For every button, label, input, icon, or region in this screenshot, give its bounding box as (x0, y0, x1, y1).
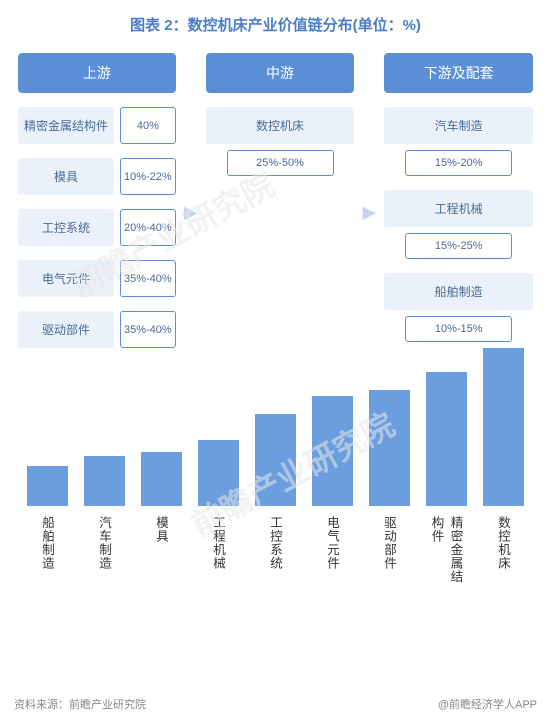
upstream-item: 电气元件 35%-40% (18, 260, 176, 297)
footer: 资料来源：前瞻产业研究院 @前瞻经济学人APP (14, 696, 537, 712)
bar (141, 452, 182, 506)
bar (426, 372, 467, 506)
downstream-item: 汽车制造 15%-20% (384, 107, 533, 176)
bar-label: 精密金属结构件 (428, 516, 466, 594)
bar-wrap: 模具 (136, 452, 187, 594)
bar (84, 456, 125, 506)
bar (369, 390, 410, 506)
midstream-header: 中游 (206, 53, 355, 93)
bar-wrap: 精密金属结构件 (421, 372, 472, 594)
bar-label: 模具 (152, 516, 171, 594)
downstream-item: 工程机械 15%-25% (384, 190, 533, 259)
item-percent: 40% (120, 107, 176, 144)
bar-wrap: 船舶制造 (22, 466, 73, 594)
bar (27, 466, 68, 506)
item-label: 精密金属结构件 (18, 107, 114, 144)
bar-label: 电气元件 (323, 516, 342, 594)
item-percent: 35%-40% (120, 260, 176, 297)
upstream-header: 上游 (18, 53, 176, 93)
item-percent: 15%-25% (405, 233, 512, 259)
bar-wrap: 汽车制造 (79, 456, 130, 594)
item-label: 工控系统 (18, 209, 114, 246)
bar-label: 工控系统 (266, 516, 285, 594)
chart-title: 图表 2：数控机床产业价值链分布(单位：%) (0, 0, 551, 53)
item-label: 模具 (18, 158, 114, 195)
item-percent: 25%-50% (227, 150, 334, 176)
arrow-icon: ▶ (362, 202, 376, 223)
app-label: @前瞻经济学人APP (438, 696, 537, 712)
item-percent: 35%-40% (120, 311, 176, 348)
upstream-column: 上游 精密金属结构件 40% 模具 10%-22% 工控系统 20%-40% 电… (18, 53, 176, 362)
item-percent: 10%-22% (120, 158, 176, 195)
bar-chart: 船舶制造 汽车制造 模具 工程机械 工控系统 电气元件 驱动部件 精密金属结构件 数控机床 (22, 424, 529, 674)
item-label: 电气元件 (18, 260, 114, 297)
item-percent: 20%-40% (120, 209, 176, 246)
bar (483, 348, 524, 506)
upstream-item: 精密金属结构件 40% (18, 107, 176, 144)
item-label: 船舶制造 (384, 273, 533, 310)
bar-label: 船舶制造 (38, 516, 57, 594)
source-label: 资料来源：前瞻产业研究院 (14, 696, 146, 712)
bar (312, 396, 353, 506)
bar (198, 440, 239, 506)
downstream-item: 船舶制造 10%-15% (384, 273, 533, 342)
item-label: 工程机械 (384, 190, 533, 227)
upstream-item: 模具 10%-22% (18, 158, 176, 195)
bar (255, 414, 296, 506)
item-label: 驱动部件 (18, 311, 114, 348)
bar-label: 汽车制造 (95, 516, 114, 594)
bar-wrap: 工控系统 (250, 414, 301, 594)
downstream-header: 下游及配套 (384, 53, 533, 93)
bar-wrap: 工程机械 (193, 440, 244, 594)
arrow-icon: ▶ (184, 202, 198, 223)
downstream-column: 下游及配套 汽车制造 15%-20% 工程机械 15%-25% 船舶制造 10%… (384, 53, 533, 356)
midstream-column: 中游 数控机床 25%-50% (206, 53, 355, 190)
item-percent: 15%-20% (405, 150, 512, 176)
bar-label: 数控机床 (494, 516, 513, 594)
bar-label: 工程机械 (209, 516, 228, 594)
upstream-item: 工控系统 20%-40% (18, 209, 176, 246)
item-label: 数控机床 (206, 107, 355, 144)
bar-wrap: 驱动部件 (364, 390, 415, 594)
value-chain-columns: 上游 精密金属结构件 40% 模具 10%-22% 工控系统 20%-40% 电… (0, 53, 551, 362)
item-label: 汽车制造 (384, 107, 533, 144)
bar-label: 驱动部件 (380, 516, 399, 594)
item-percent: 10%-15% (405, 316, 512, 342)
bar-wrap: 电气元件 (307, 396, 358, 594)
midstream-item: 数控机床 25%-50% (206, 107, 355, 176)
bar-wrap: 数控机床 (478, 348, 529, 594)
upstream-item: 驱动部件 35%-40% (18, 311, 176, 348)
